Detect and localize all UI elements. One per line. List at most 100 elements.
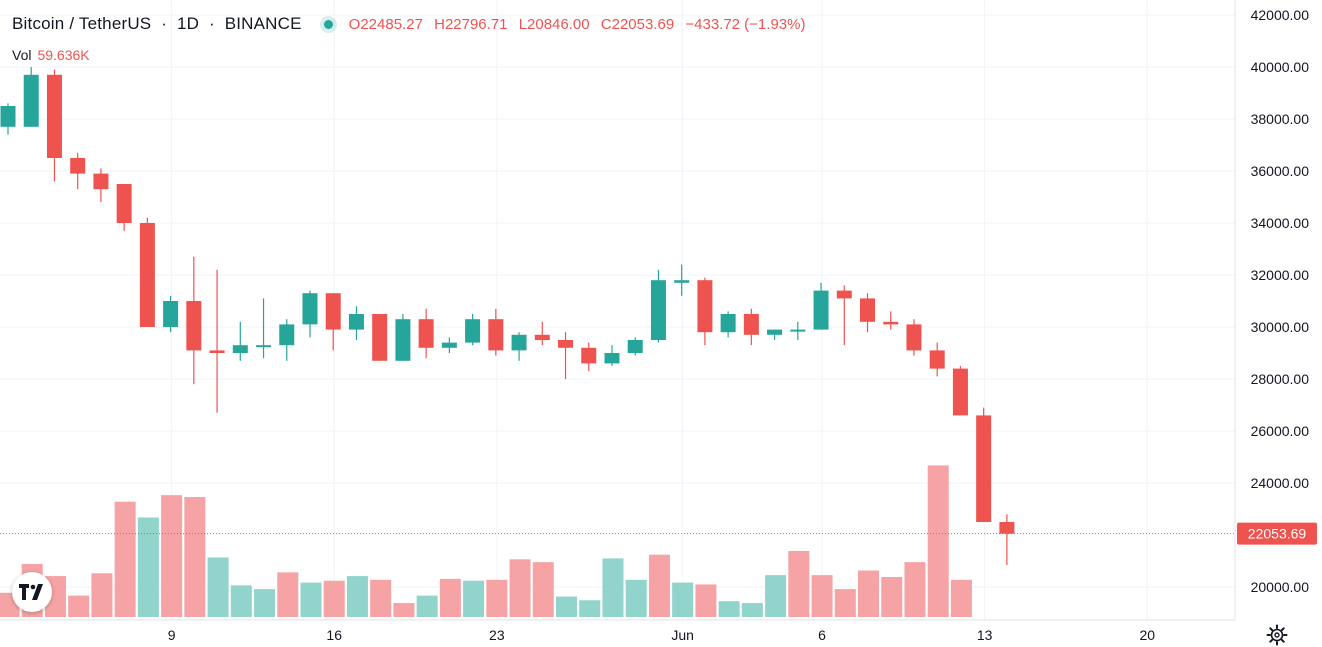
time-tick-label: 6 <box>818 627 826 643</box>
symbol-legend: Bitcoin / TetherUS · 1D · BINANCE O22485… <box>12 14 812 34</box>
candle <box>279 319 295 361</box>
candle-body <box>767 329 783 335</box>
candle <box>70 152 86 190</box>
gear-icon[interactable] <box>1266 624 1288 646</box>
close-label: C <box>600 15 612 33</box>
candle-body <box>558 340 574 348</box>
volume-bar <box>230 585 252 617</box>
volume-bar <box>393 603 415 617</box>
candle-body <box>697 280 713 333</box>
candle-body <box>23 74 39 127</box>
candle-body <box>418 319 434 348</box>
volume-bar <box>834 589 856 617</box>
price-tick-label: 28000.00 <box>1251 371 1310 387</box>
candle <box>581 342 597 372</box>
time-tick-label: 23 <box>489 627 505 643</box>
last-price-tag-background <box>1237 522 1317 545</box>
volume-bar <box>858 570 880 617</box>
candle-body <box>906 324 922 351</box>
candle-body <box>720 314 736 333</box>
candle-body <box>790 329 806 332</box>
ohlc-values: O22485.27 H22796.71 L20846.00 C22053.69 … <box>349 16 813 33</box>
price-tick-label: 38000.00 <box>1251 111 1310 127</box>
volume-bar <box>416 595 438 617</box>
volume-label: Vol <box>12 47 32 63</box>
legend-separator: · <box>204 14 220 33</box>
candle <box>325 293 341 351</box>
candle <box>813 282 829 330</box>
candles <box>0 67 1015 565</box>
volume-bar <box>881 577 903 617</box>
candle <box>627 337 643 356</box>
volume-bar <box>346 576 368 617</box>
candle <box>418 308 434 359</box>
volume-bar <box>277 572 299 617</box>
candle <box>209 269 225 413</box>
time-tick-label: 16 <box>326 627 342 643</box>
low-value: 20846.00 <box>527 15 590 33</box>
volume-bar <box>695 584 717 617</box>
time-tick-label: Jun <box>671 627 694 643</box>
symbol-exchange: BINANCE <box>224 14 302 33</box>
candle-body <box>650 280 666 340</box>
price-tick-label: 32000.00 <box>1251 267 1310 283</box>
volume-bar <box>579 600 601 617</box>
candle-body <box>232 345 248 353</box>
price-tick-label: 20000.00 <box>1251 579 1310 595</box>
candle-body <box>163 301 179 327</box>
volume-bar <box>114 501 136 617</box>
volume-bar <box>927 465 949 617</box>
volume-bar <box>602 558 624 617</box>
candle <box>0 103 16 135</box>
symbol-name[interactable]: Bitcoin / TetherUS · 1D · BINANCE <box>12 14 302 34</box>
candle-body <box>186 301 202 351</box>
candle-body <box>465 319 481 343</box>
price-axis[interactable]: 42000.00 40000.00 38000.00 36000.00 34000.00… <box>1251 7 1310 595</box>
volume-bar <box>672 582 694 617</box>
candle <box>511 332 527 361</box>
volume-bar <box>950 579 972 617</box>
volume-bar <box>556 596 578 617</box>
candle <box>976 407 992 522</box>
candle-body <box>999 522 1015 534</box>
candle-body <box>0 106 16 127</box>
volume-bar <box>532 562 554 617</box>
candle <box>906 319 922 356</box>
volume-bar <box>718 601 740 617</box>
price-tick-label: 30000.00 <box>1251 319 1310 335</box>
candle <box>929 342 945 377</box>
candle <box>534 321 550 346</box>
candle <box>46 69 62 182</box>
open-label: O <box>348 15 361 33</box>
volume-legend[interactable]: Vol 59.636K <box>12 47 90 63</box>
price-tick-label: 24000.00 <box>1251 475 1310 491</box>
candle-body <box>883 321 899 325</box>
candle-body <box>836 290 852 299</box>
tradingview-logo-icon[interactable] <box>12 572 52 612</box>
candle-body <box>441 342 457 348</box>
candle-body <box>604 353 620 364</box>
time-tick-label: 13 <box>977 627 993 643</box>
open-value: 22485.27 <box>360 15 423 33</box>
candle-body <box>488 319 504 351</box>
volume-bar <box>788 550 810 617</box>
time-axis[interactable]: 9 16 23 Jun 6 13 20 <box>168 627 1156 643</box>
last-price-tag: 22053.69 <box>1237 522 1317 545</box>
volume-bar <box>486 579 508 617</box>
volume-bar <box>68 595 90 617</box>
candle-body <box>627 340 643 353</box>
volume-bar <box>184 497 206 617</box>
candle-body <box>581 347 597 364</box>
candle <box>720 311 736 338</box>
market-status-icon[interactable] <box>323 19 333 29</box>
change-value: −433.72 (−1.93%) <box>685 15 806 33</box>
candle-body <box>395 319 411 361</box>
candle <box>883 311 899 330</box>
high-label: H <box>434 15 445 33</box>
candle <box>836 285 852 346</box>
price-tick-label: 40000.00 <box>1251 59 1310 75</box>
candle <box>465 314 481 346</box>
volume-bar <box>323 580 345 617</box>
candle-body <box>929 350 945 369</box>
